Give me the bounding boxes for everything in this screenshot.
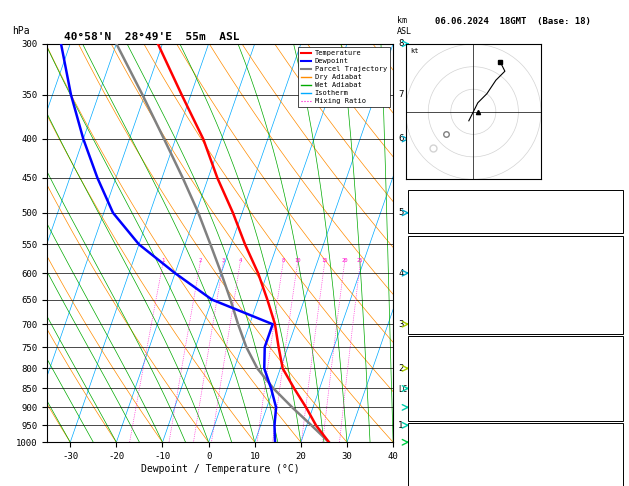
Text: 0: 0 xyxy=(615,393,620,402)
Text: 125: 125 xyxy=(605,452,620,462)
Text: 236°: 236° xyxy=(600,466,620,475)
Text: θᴇ(K): θᴇ(K) xyxy=(411,278,436,288)
Text: © weatheronline.co.uk: © weatheronline.co.uk xyxy=(464,471,561,480)
Text: CAPE (J): CAPE (J) xyxy=(411,393,451,402)
Text: 14.4: 14.4 xyxy=(600,265,620,274)
Text: 20: 20 xyxy=(341,258,348,263)
X-axis label: Dewpoint / Temperature (°C): Dewpoint / Temperature (°C) xyxy=(141,464,299,474)
Text: 4: 4 xyxy=(398,269,404,278)
Text: 0: 0 xyxy=(615,406,620,416)
Text: CIN (J): CIN (J) xyxy=(411,319,446,329)
Text: SREH: SREH xyxy=(411,452,431,462)
Text: 8: 8 xyxy=(398,39,404,48)
Text: 26.1: 26.1 xyxy=(600,251,620,260)
Text: K: K xyxy=(411,191,416,201)
Text: PW (cm): PW (cm) xyxy=(411,219,446,228)
Text: kt: kt xyxy=(410,48,419,54)
Text: Most Unstable: Most Unstable xyxy=(482,338,548,347)
Text: 328: 328 xyxy=(605,278,620,288)
Text: 5: 5 xyxy=(398,208,404,217)
Text: 2: 2 xyxy=(398,364,404,373)
Text: Surface: Surface xyxy=(498,238,533,247)
Text: 7: 7 xyxy=(615,480,620,486)
Text: Totals Totals: Totals Totals xyxy=(411,205,476,214)
Text: 0: 0 xyxy=(615,319,620,329)
Text: 6: 6 xyxy=(398,135,404,143)
Text: 38: 38 xyxy=(610,205,620,214)
Text: 3: 3 xyxy=(398,320,404,329)
Text: 1: 1 xyxy=(398,421,404,430)
Text: 40°58'N  28°49'E  55m  ASL: 40°58'N 28°49'E 55m ASL xyxy=(65,32,240,42)
Text: Lifted Index: Lifted Index xyxy=(411,292,470,301)
Text: 1: 1 xyxy=(161,258,165,263)
Text: 7: 7 xyxy=(398,90,404,99)
Text: 06.06.2024  18GMT  (Base: 18): 06.06.2024 18GMT (Base: 18) xyxy=(435,17,591,26)
Text: CIN (J): CIN (J) xyxy=(411,406,446,416)
Text: 3: 3 xyxy=(615,292,620,301)
Text: StmDir: StmDir xyxy=(411,466,441,475)
Text: 2: 2 xyxy=(199,258,202,263)
Text: 3: 3 xyxy=(221,258,225,263)
Text: hPa: hPa xyxy=(13,26,30,36)
Text: θᴇ (K): θᴇ (K) xyxy=(411,365,441,375)
Text: 2.21: 2.21 xyxy=(600,219,620,228)
Text: 1007: 1007 xyxy=(600,352,620,361)
Text: 25: 25 xyxy=(357,258,364,263)
Text: Hodograph: Hodograph xyxy=(493,425,538,434)
Text: 8: 8 xyxy=(281,258,285,263)
Text: 328: 328 xyxy=(605,365,620,375)
Text: 116: 116 xyxy=(605,439,620,448)
Text: 0: 0 xyxy=(615,306,620,315)
Text: 10: 10 xyxy=(294,258,301,263)
Text: CAPE (J): CAPE (J) xyxy=(411,306,451,315)
Text: Dewp (°C): Dewp (°C) xyxy=(411,265,456,274)
Text: Temp (°C): Temp (°C) xyxy=(411,251,456,260)
Text: Pressure (mb): Pressure (mb) xyxy=(411,352,476,361)
Text: 4: 4 xyxy=(238,258,242,263)
Text: LCL: LCL xyxy=(398,385,412,394)
Text: 3: 3 xyxy=(615,379,620,388)
Text: 15: 15 xyxy=(321,258,328,263)
Text: km
ASL: km ASL xyxy=(397,17,411,36)
Text: Lifted Index: Lifted Index xyxy=(411,379,470,388)
Legend: Temperature, Dewpoint, Parcel Trajectory, Dry Adiabat, Wet Adiabat, Isotherm, Mi: Temperature, Dewpoint, Parcel Trajectory… xyxy=(298,47,389,107)
Text: 16: 16 xyxy=(610,191,620,201)
Text: EH: EH xyxy=(411,439,421,448)
Text: StmSpd (kt): StmSpd (kt) xyxy=(411,480,465,486)
